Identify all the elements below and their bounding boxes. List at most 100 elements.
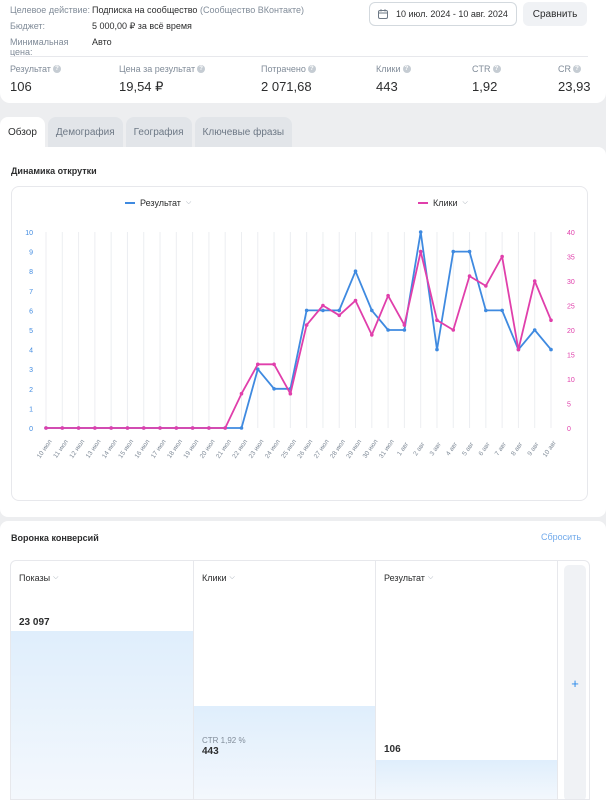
date-range-picker[interactable]: 10 июл. 2024 - 10 авг. 2024 [369, 2, 517, 26]
funnel-header-results[interactable]: Результат ⌵ [384, 573, 433, 583]
y-right-tick-label: 35 [567, 255, 575, 262]
x-tick-label: 23 июл [248, 438, 266, 460]
y-right-tick-label: 5 [567, 402, 571, 409]
data-point-clicks [337, 313, 342, 318]
target-action-note: (Сообщество ВКонтакте) [199, 5, 305, 15]
metric-clicks-label: Клики [376, 64, 401, 74]
funnel-title: Воронка конверсий [11, 533, 99, 543]
data-point-clicks [500, 254, 504, 259]
legend-result[interactable]: Результат ⌵ [125, 198, 191, 208]
min-price-value: Авто [92, 37, 112, 47]
tab-geography[interactable]: География [125, 117, 192, 147]
funnel-ctr-note: CTR 1,92 % [202, 736, 246, 745]
conversion-funnel: Показы ⌵ 23 097 Клики ⌵ CTR 1,92 % 443 Рез… [10, 560, 590, 800]
funnel-bar-clicks [194, 706, 375, 799]
data-point-clicks [174, 426, 179, 430]
data-point-result [255, 367, 260, 371]
data-point-clicks [532, 279, 537, 283]
report-tabs: Обзор Демография География Ключевые фраз… [0, 117, 293, 147]
legend-clicks[interactable]: Клики ⌵ [418, 198, 468, 208]
min-price-row: Минимальная цена: Авто [10, 37, 112, 57]
y-left-tick-label: 7 [29, 289, 33, 296]
data-point-result [418, 230, 423, 234]
data-point-clicks [239, 391, 244, 396]
help-icon[interactable]: ? [307, 65, 316, 73]
funnel-header-clicks[interactable]: Клики ⌵ [202, 573, 235, 583]
data-point-clicks [93, 426, 97, 430]
x-tick-label: 31 июл [378, 438, 396, 460]
x-tick-label: 21 июл [215, 438, 233, 460]
funnel-value-clicks: 443 [202, 746, 219, 757]
metric-cost-per-result-value: 19,54 ₽ [119, 79, 164, 94]
legend-clicks-label: Клики [433, 198, 458, 208]
help-icon[interactable]: ? [492, 65, 501, 73]
tab-overview[interactable]: Обзор [0, 117, 45, 147]
data-point-result [353, 269, 358, 273]
data-point-result [402, 328, 407, 332]
y-right-tick-label: 15 [567, 353, 575, 360]
tab-demography[interactable]: Демография [47, 117, 123, 147]
x-tick-label: 26 июл [296, 438, 314, 460]
target-action-value: Подписка на сообщество [92, 5, 198, 15]
metric-ctr-label: CTR [472, 64, 491, 74]
funnel-bar-results [376, 760, 557, 799]
x-tick-label: 2 авг [412, 441, 427, 458]
metric-cr-value: 23,93 [558, 79, 591, 94]
help-icon[interactable]: ? [402, 65, 411, 73]
add-funnel-step-button[interactable]: + [564, 565, 586, 799]
funnel-column-clicks: Клики ⌵ CTR 1,92 % 443 [194, 561, 376, 799]
data-point-clicks [60, 426, 65, 430]
chevron-down-icon: ⌵ [53, 574, 59, 581]
y-left-tick-label: 2 [29, 387, 33, 394]
data-point-clicks [190, 426, 195, 430]
metric-spent-label: Потрачено [261, 64, 306, 74]
metric-result-label: Результат [10, 64, 51, 74]
data-point-clicks [288, 391, 293, 396]
chevron-down-icon: ⌵ [427, 574, 434, 581]
funnel-header-impressions[interactable]: Показы ⌵ [19, 573, 58, 583]
metric-spent: Потрачено? 2 071,68 [261, 64, 316, 94]
compare-button[interactable]: Сравнить [523, 2, 587, 26]
funnel-label-clicks: Клики [202, 573, 227, 583]
chevron-down-icon: ⌵ [185, 199, 192, 206]
data-point-result [386, 328, 390, 332]
data-point-result [484, 308, 488, 313]
data-point-clicks [549, 318, 553, 322]
funnel-label-impressions: Показы [19, 573, 51, 583]
data-point-clicks [207, 426, 211, 430]
y-right-tick-label: 25 [567, 304, 575, 311]
help-icon[interactable]: ? [52, 65, 61, 73]
chart-frame [11, 186, 588, 501]
y-right-tick-label: 30 [567, 279, 575, 286]
data-point-clicks [321, 303, 325, 308]
x-tick-label: 25 июл [280, 438, 298, 460]
legend-result-label: Результат [140, 198, 181, 208]
help-icon[interactable]: ? [573, 65, 581, 73]
funnel-value-impressions: 23 097 [19, 617, 50, 628]
data-point-clicks [516, 347, 521, 352]
plus-icon: + [571, 675, 579, 691]
tab-keywords[interactable]: Ключевые фразы [194, 117, 293, 147]
data-point-clicks [467, 274, 472, 278]
data-point-result [304, 308, 309, 313]
data-point-result [321, 308, 325, 313]
funnel-bar-impressions [11, 631, 193, 799]
funnel-value-results: 106 [384, 744, 401, 755]
y-left-tick-label: 0 [29, 426, 33, 433]
reset-link[interactable]: Сбросить [541, 532, 582, 542]
date-range-text: 10 июл. 2024 - 10 авг. 2024 [396, 9, 508, 19]
data-point-clicks [158, 426, 162, 430]
x-tick-label: 28 июл [329, 438, 347, 460]
metric-ctr-value: 1,92 [472, 79, 498, 94]
data-point-clicks [402, 323, 407, 327]
x-tick-label: 13 июл [85, 438, 103, 460]
y-right-tick-label: 10 [567, 377, 575, 384]
metric-result-value: 106 [10, 79, 32, 94]
help-icon[interactable]: ? [197, 65, 206, 73]
data-point-result [500, 308, 504, 313]
x-tick-label: 4 авг [445, 441, 460, 458]
x-tick-label: 10 июл [36, 438, 54, 460]
x-tick-label: 19 июл [182, 438, 200, 460]
min-price-label: Минимальная цена: [10, 37, 69, 57]
